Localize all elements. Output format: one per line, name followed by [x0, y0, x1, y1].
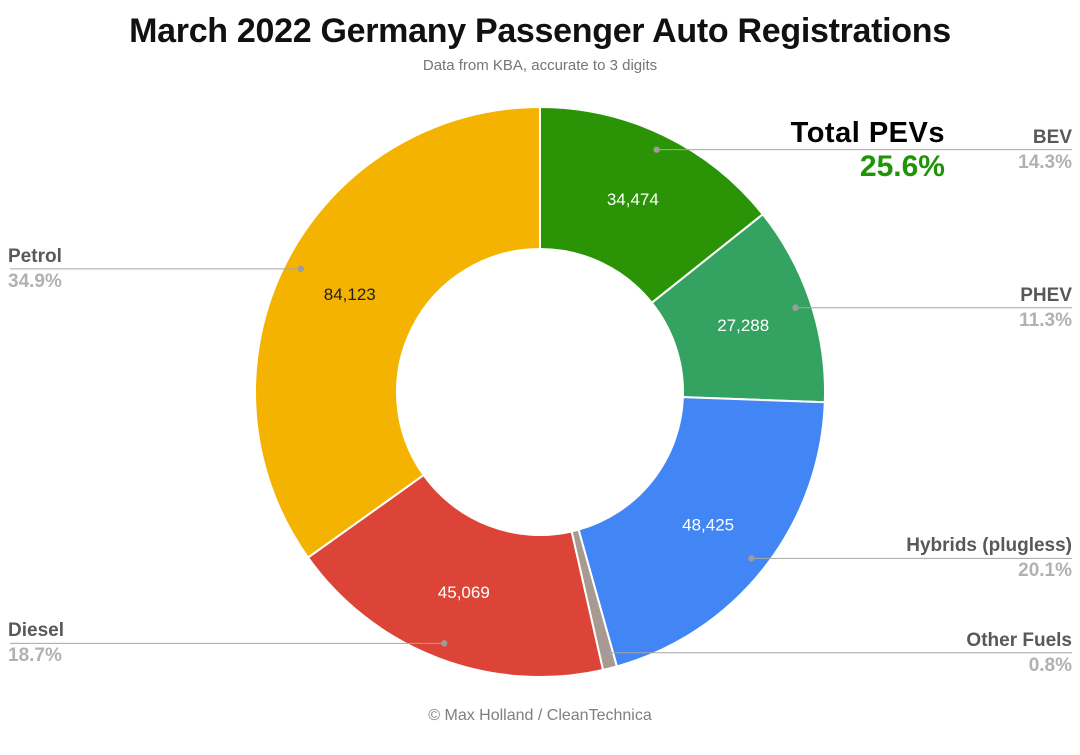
total-pevs-annotation: Total PEVs 25.6%: [791, 116, 945, 183]
callout-petrol-pct: 34.9%: [8, 271, 62, 292]
callout-diesel-pct: 18.7%: [8, 645, 62, 666]
leader-dot-other-fuels: [602, 649, 610, 656]
slice-value-phev: 27,288: [717, 316, 769, 335]
callout-petrol-label: Petrol: [8, 246, 62, 267]
slice-bev[interactable]: [539, 106, 764, 304]
callout-other-fuels-pct: 0.8%: [1028, 655, 1072, 676]
callout-phev-label: PHEV: [1020, 285, 1072, 306]
callout-phev-pct: 11.3%: [1019, 310, 1072, 331]
slice-value-bev: 34,474: [607, 190, 659, 209]
callout-hybrids-plugless: Hybrids (plugless) 20.1%: [906, 533, 1072, 583]
slice-hybrids-plugless[interactable]: [577, 396, 826, 668]
total-pevs-label: Total PEVs: [790, 117, 945, 149]
chart-title: March 2022 Germany Passenger Auto Regist…: [129, 12, 951, 50]
callout-bev-label: BEV: [1032, 127, 1072, 148]
callout-other-fuels: Other Fuels 0.8%: [966, 628, 1072, 678]
slice-diesel[interactable]: [307, 474, 604, 678]
chart-subtitle: Data from KBA, accurate to 3 digits: [422, 57, 658, 74]
slice-value-petrol: 84,123: [324, 285, 376, 304]
slice-value-hybrids-plugless: 48,425: [682, 515, 734, 534]
credit-line: © Max Holland / CleanTechnica: [428, 707, 652, 724]
callout-bev-pct: 14.3%: [1018, 152, 1072, 173]
leader-dot-hybrids-plugless: [748, 555, 755, 562]
callout-petrol: Petrol 34.9%: [8, 244, 62, 294]
leader-dot-phev: [792, 304, 799, 311]
callout-hybrids-plugless-label: Hybrids (plugless): [906, 535, 1072, 556]
callout-phev: PHEV 11.3%: [1019, 283, 1072, 333]
callout-other-fuels-label: Other Fuels: [966, 630, 1072, 651]
leader-dot-petrol: [297, 265, 305, 273]
slice-value-diesel: 45,069: [438, 583, 490, 602]
total-pevs-value: 25.6%: [859, 150, 945, 183]
callout-diesel: Diesel 18.7%: [8, 618, 64, 668]
callout-bev: BEV 14.3%: [1018, 125, 1072, 175]
leader-dot-diesel: [441, 640, 448, 647]
slice-petrol[interactable]: [254, 106, 541, 559]
callout-hybrids-plugless-pct: 20.1%: [1018, 560, 1072, 581]
callout-diesel-label: Diesel: [8, 620, 64, 641]
leader-dot-bev: [653, 146, 660, 153]
